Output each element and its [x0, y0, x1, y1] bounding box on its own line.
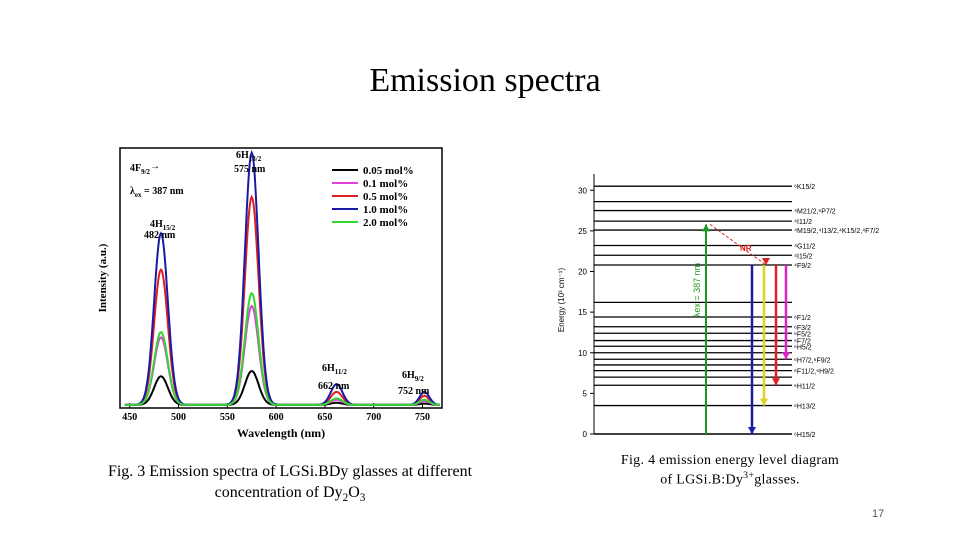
energy-level-label: ⁴M19/2,⁴I13/2,⁴K15/2,⁴F7/2: [794, 228, 879, 235]
excitation-label: λex = 387 nm: [692, 263, 702, 317]
energy-level-label: ⁶K15/2: [794, 184, 815, 191]
eld-y-tick-label: 20: [578, 268, 587, 277]
legend-label: 0.05 mol%: [363, 165, 414, 177]
eld-y-tick-label: 0: [583, 430, 588, 439]
emission-spectra-chart: 450 500 550 600 650 700 750 0.05 mol%0.1 mol%0…: [97, 147, 443, 440]
energy-level-label: ⁶H15/2: [794, 432, 816, 439]
spectra-x-tick-label: 450: [122, 412, 137, 423]
energy-level-label: ⁴I11/2: [794, 219, 812, 226]
emission-arrow-head: [748, 427, 756, 434]
legend-label: 0.5 mol%: [363, 191, 408, 203]
legend-label: 1.0 mol%: [363, 204, 408, 216]
spectra-y-axis-label: Intensity (a.u.): [97, 243, 109, 312]
fig3-caption: Fig. 3 Emission spectra of LGSi.BDy glas…: [107, 463, 473, 504]
energy-level-label: ⁶F3/2: [794, 325, 811, 332]
emission-arrow-head: [782, 352, 790, 360]
energy-level-label: ⁶H13/2: [794, 404, 816, 411]
eld-y-tick-label: 25: [578, 227, 587, 236]
spectra-x-tick-label: 600: [269, 412, 284, 423]
legend-label: 0.1 mol%: [363, 178, 408, 190]
h152-nm: 482 nm: [144, 230, 176, 241]
energy-level-label: ⁴I15/2: [794, 253, 813, 260]
fig4-caption: Fig. 4 emission energy level diagram of …: [620, 453, 840, 488]
h132-nm: 575 nm: [234, 164, 266, 175]
energy-level-label: ⁶F5/2: [794, 331, 811, 338]
nr-arrow-head: [762, 258, 770, 265]
h92-nm: 752 nm: [398, 386, 430, 397]
h112-label: 6H11/2: [322, 363, 347, 376]
energy-level-label: ⁶F7/2: [794, 339, 811, 346]
slide-title: Emission spectra: [369, 62, 601, 99]
spectra-x-tick-label: 650: [317, 412, 332, 423]
f92-label: 4F9/2→: [130, 161, 160, 176]
energy-level-label: ⁶H7/2,⁶F9/2: [794, 357, 831, 364]
eld-y-tick-label: 5: [583, 389, 588, 398]
page-number: 17: [872, 508, 885, 520]
spectra-x-tick-label: 550: [220, 412, 235, 423]
energy-level-label: ⁶H5/2: [794, 344, 812, 351]
spectra-series-line: [124, 291, 440, 406]
h152-label: 4H15/2: [150, 219, 176, 232]
spectra-x-tick-label: 500: [171, 412, 186, 423]
energy-level-label: ⁶F11/2,⁶H9/2: [794, 369, 834, 376]
spectra-x-axis-label: Wavelength (nm): [237, 426, 325, 440]
lambda-ex-label: λex = 387 nm: [130, 186, 184, 199]
nr-label: NR: [740, 244, 752, 253]
energy-level-label: ⁴F9/2: [794, 263, 811, 270]
energy-level-label: ⁶H11/2: [794, 383, 815, 390]
eld-y-axis-label: Energy (10³ cm⁻¹): [557, 268, 566, 333]
energy-level-label: ⁶F1/2: [794, 315, 811, 322]
eld-y-tick-label: 10: [578, 349, 587, 358]
emission-arrow-head: [760, 398, 768, 406]
legend-label: 2.0 mol%: [363, 217, 408, 229]
eld-y-tick-label: 15: [578, 308, 587, 317]
excitation-arrow-head: [702, 224, 710, 232]
h132-label: 6H13/2: [236, 150, 262, 163]
energy-level-label: ⁴G11/2: [794, 244, 816, 251]
spectra-x-tick-label: 700: [366, 412, 381, 423]
spectra-x-tick-label: 750: [415, 412, 430, 423]
nr-arrow: [709, 223, 767, 266]
h92-label: 6H9/2: [402, 370, 424, 383]
h112-nm: 662 nm: [318, 381, 350, 392]
eld-y-tick-label: 30: [578, 186, 587, 195]
energy-level-label: ⁴M21/2,⁶P7/2: [794, 209, 836, 216]
emission-arrow-head: [772, 378, 780, 386]
spectra-plot-frame: [119, 147, 443, 409]
energy-level-diagram: 0 5 10 15 20 25 30 ⁶H15/2 ⁶H13/2 ⁶H11/2 ⁶F11/2,⁶H…: [557, 174, 879, 439]
